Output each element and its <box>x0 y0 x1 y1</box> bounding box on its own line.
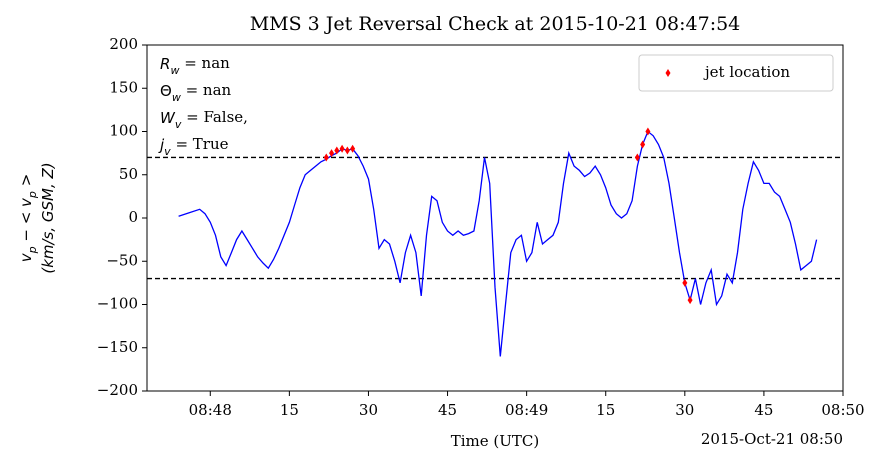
annotation-text: = nan <box>181 81 232 99</box>
annotation-text: = True <box>171 135 229 153</box>
jet-marker <box>344 146 350 155</box>
legend-label: jet location <box>703 63 790 81</box>
x-tick-label: 15 <box>596 401 615 419</box>
annotation-subscript: w <box>170 64 179 77</box>
jet-marker <box>645 127 651 136</box>
jet-marker <box>329 149 335 158</box>
y-axis-label-part: > <box>17 174 35 191</box>
jet-marker <box>640 140 646 149</box>
annotation: Θw = nan <box>160 81 232 104</box>
jet-marker <box>334 146 340 155</box>
annotation-symbol: Θ <box>160 82 172 100</box>
legend-box <box>638 54 834 92</box>
y-axis-label: (km/s, GSM, Z) <box>39 162 57 273</box>
y-tick-label: 150 <box>109 78 138 96</box>
jet-marker <box>339 144 345 153</box>
jet-marker <box>323 153 329 162</box>
x-tick-label: 30 <box>359 401 378 419</box>
annotation-subscript: v <box>164 145 171 158</box>
y-tick-label: −50 <box>106 251 138 269</box>
y-tick-label: 0 <box>128 208 138 226</box>
x-tick-label: 08:50 <box>821 401 864 419</box>
y-axis-label-part: v <box>17 252 35 262</box>
x-tick-label: 08:48 <box>189 401 232 419</box>
x-tick-label: 30 <box>675 401 694 419</box>
y-axis-label-subscript: p <box>26 246 39 254</box>
x-tick-label: 45 <box>438 401 457 419</box>
annotation: Wv = False, <box>160 108 248 131</box>
y-tick-label: 100 <box>109 122 138 140</box>
x-axis-label: Time (UTC) <box>451 432 540 450</box>
legend-marker <box>665 69 671 77</box>
y-tick-label: −150 <box>97 338 138 356</box>
y-axis-label-subscript: p <box>26 191 39 199</box>
x-tick-label: 15 <box>280 401 299 419</box>
data-line <box>178 130 818 357</box>
annotation: Rw = nan <box>160 54 230 77</box>
plot-frame <box>146 44 844 392</box>
chart-title: MMS 3 Jet Reversal Check at 2015-10-21 0… <box>250 13 741 35</box>
annotation-subscript: w <box>172 91 181 104</box>
annotation-symbol: W <box>160 109 176 127</box>
annotation-subscript: v <box>175 118 182 131</box>
y-tick-label: −100 <box>97 295 138 313</box>
jet-marker <box>682 278 688 287</box>
jet-marker <box>350 144 356 153</box>
y-axis-label: vp − < vp > <box>17 174 39 263</box>
jet-marker <box>687 296 693 305</box>
y-axis-label-part: − < v <box>17 197 35 246</box>
y-tick-label: 50 <box>119 165 138 183</box>
y-tick-label: 200 <box>109 35 138 53</box>
y-axis-label-part: (km/s, GSM, Z) <box>39 162 57 273</box>
annotation-symbol: j <box>158 136 165 154</box>
jet-marker <box>634 153 640 162</box>
x-tick-label: 08:49 <box>505 401 548 419</box>
annotation-symbol: R <box>160 55 170 73</box>
x-tick-label: 45 <box>754 401 773 419</box>
x-offset-label: 2015-Oct-21 08:50 <box>701 430 843 448</box>
annotation: jv = True <box>158 135 229 158</box>
annotation-text: = nan <box>179 54 230 72</box>
y-tick-label: −200 <box>97 381 138 399</box>
annotation-text: = False, <box>181 108 248 126</box>
